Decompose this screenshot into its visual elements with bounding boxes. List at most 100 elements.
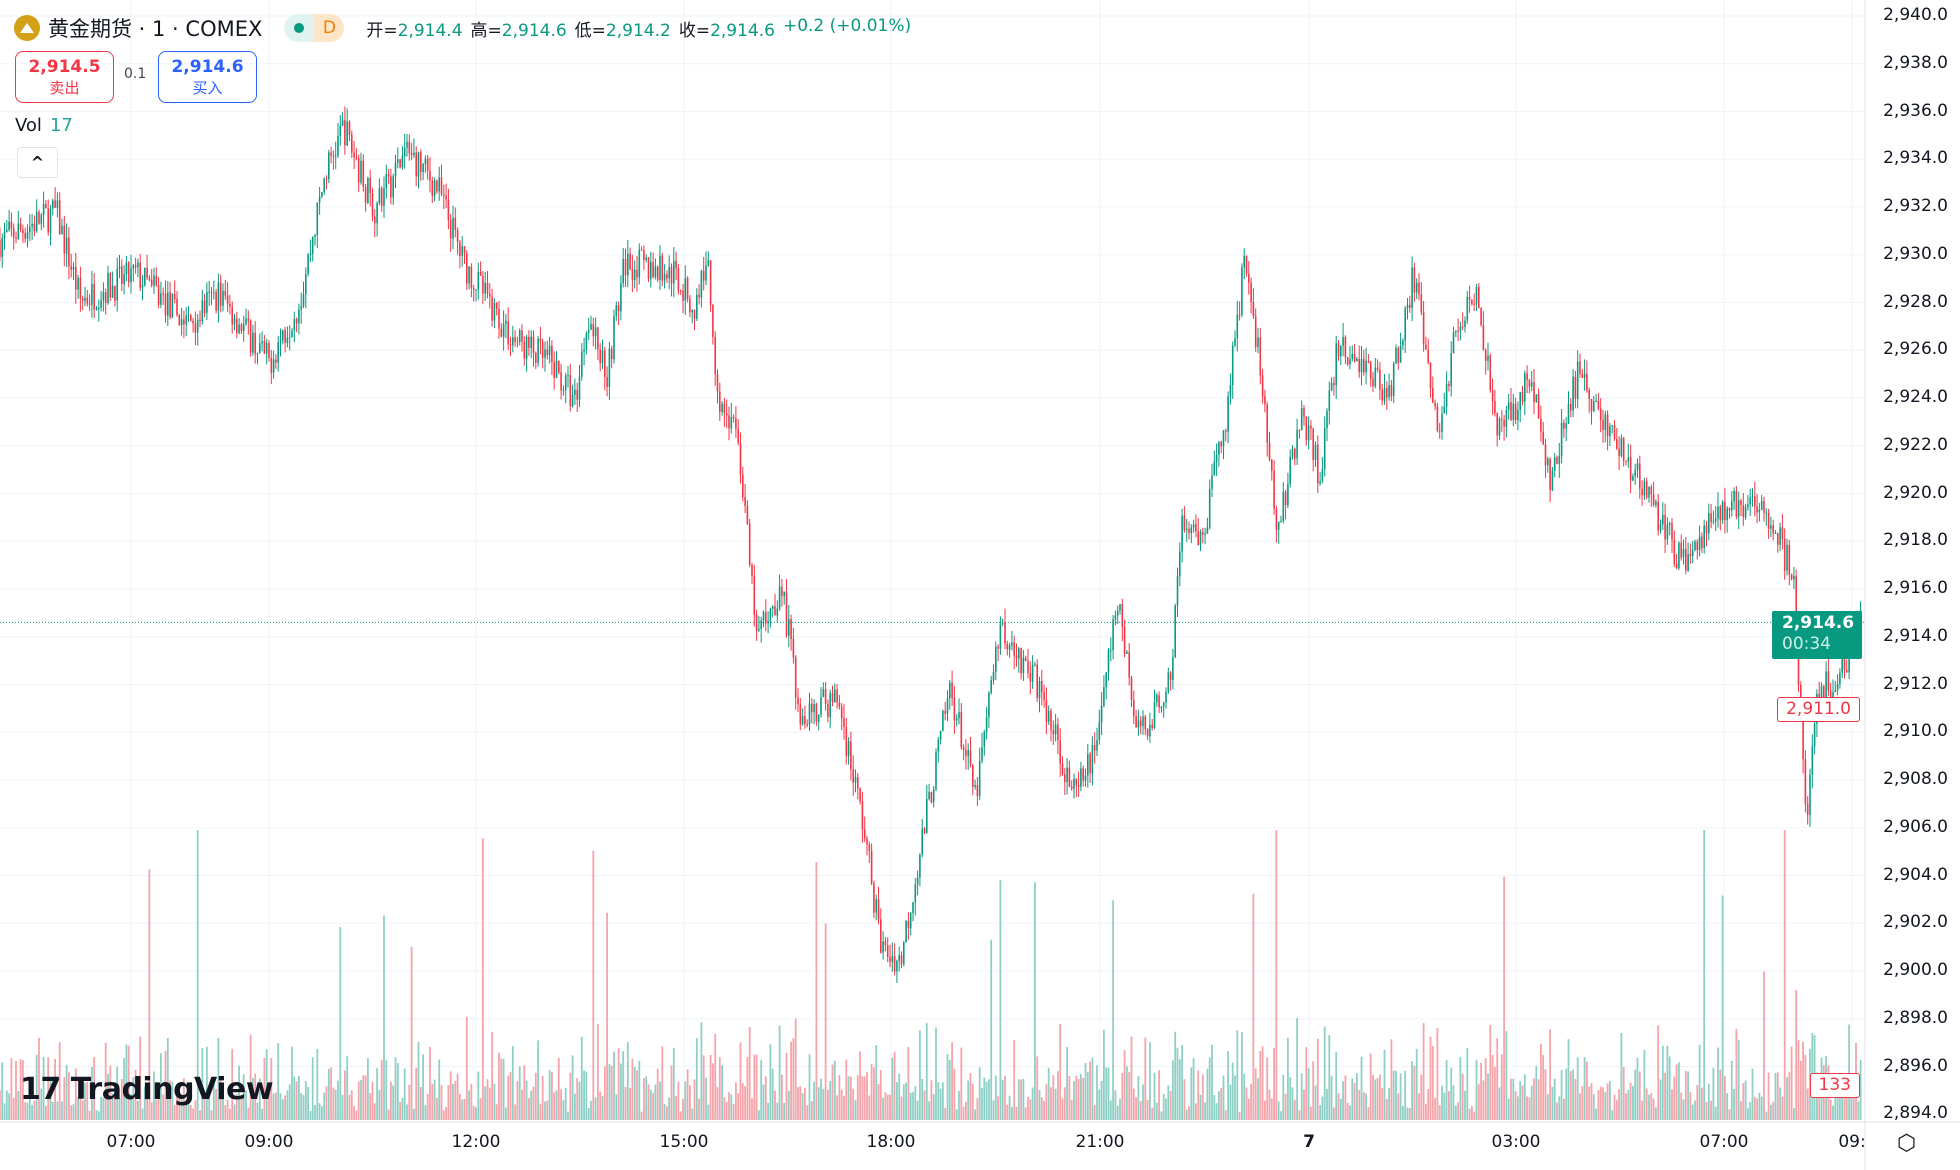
candle-body bbox=[1248, 273, 1250, 283]
candle-body bbox=[1123, 626, 1126, 654]
volume-bar bbox=[401, 1097, 404, 1120]
volume-bar bbox=[1052, 1075, 1055, 1120]
volume-bar bbox=[652, 1093, 654, 1120]
time-tick-label: 7 bbox=[1303, 1132, 1315, 1152]
volume-bar bbox=[808, 1054, 811, 1120]
candle-body bbox=[1703, 525, 1705, 549]
volume-bar bbox=[337, 1080, 339, 1120]
candle-body bbox=[219, 282, 222, 306]
candle-body bbox=[509, 344, 512, 346]
volume-bar bbox=[603, 1066, 606, 1120]
candle-body bbox=[470, 266, 473, 289]
volume-bar bbox=[930, 1080, 933, 1120]
volume-bar bbox=[1434, 1098, 1436, 1120]
market-open-dot-icon bbox=[284, 14, 315, 42]
candle-body bbox=[537, 338, 539, 363]
volume-bar bbox=[1514, 1091, 1517, 1120]
candle-body bbox=[45, 204, 47, 209]
volume-bar bbox=[415, 1068, 418, 1120]
volume-bar bbox=[1751, 1068, 1754, 1120]
price-tick-label: 2,932.0 bbox=[1883, 196, 1948, 216]
candle-body bbox=[1225, 430, 1227, 432]
volume-bar bbox=[792, 1038, 795, 1120]
candle-body bbox=[1779, 527, 1781, 545]
volume-bar bbox=[217, 1037, 220, 1120]
volume-bar bbox=[447, 1085, 450, 1120]
volume-bar bbox=[902, 1084, 905, 1120]
candle-body bbox=[1452, 332, 1455, 354]
candle-body bbox=[1793, 575, 1795, 580]
candle-body bbox=[410, 153, 413, 156]
volume-bar bbox=[1086, 1071, 1089, 1120]
volume-bar bbox=[557, 1058, 560, 1120]
candle-body bbox=[1323, 428, 1326, 469]
volume-bar bbox=[1008, 1095, 1011, 1120]
candle-body bbox=[35, 211, 38, 232]
candle-body bbox=[1, 238, 3, 258]
volume-bar bbox=[1680, 1092, 1683, 1120]
volume-bar bbox=[854, 1100, 857, 1120]
candle-body bbox=[884, 941, 887, 946]
volume-bar bbox=[942, 1082, 944, 1120]
volume-bar bbox=[905, 1082, 907, 1120]
candle-body bbox=[714, 337, 716, 375]
volume-bar bbox=[1305, 1047, 1308, 1120]
candle-body bbox=[240, 324, 243, 331]
candle-body bbox=[808, 703, 811, 725]
volume-bar bbox=[679, 1111, 682, 1120]
volume-bar bbox=[1544, 1069, 1547, 1120]
candle-body bbox=[636, 269, 638, 278]
candle-body bbox=[868, 844, 871, 851]
volume-bar bbox=[1498, 1087, 1501, 1120]
candle-body bbox=[63, 225, 66, 254]
candle-body bbox=[1374, 367, 1377, 387]
volume-bar bbox=[199, 1110, 201, 1120]
candle-body bbox=[544, 349, 546, 358]
volume-bar bbox=[638, 1060, 641, 1120]
candle-body bbox=[1666, 524, 1669, 540]
candle-body bbox=[1827, 671, 1830, 691]
candle-body bbox=[645, 257, 647, 260]
volume-bar bbox=[1618, 1089, 1620, 1120]
volume-bar bbox=[1098, 1089, 1101, 1120]
volume-bar bbox=[1243, 1073, 1246, 1120]
volume-bar bbox=[28, 1089, 31, 1120]
volume-bar bbox=[1160, 1111, 1163, 1120]
volume-bar bbox=[1082, 1077, 1085, 1120]
bar-countdown: 00:34 bbox=[1782, 634, 1831, 654]
volume-bar bbox=[1717, 1047, 1719, 1120]
volume-bar bbox=[594, 1097, 597, 1120]
volume-bar bbox=[1367, 1107, 1370, 1120]
buy-button[interactable]: 2,914.6 买入 bbox=[158, 51, 257, 103]
volume-bar bbox=[983, 1077, 986, 1120]
price-tick-label: 2,922.0 bbox=[1883, 434, 1948, 455]
volume-bar bbox=[985, 1081, 988, 1120]
collapse-legend-button[interactable]: ^ bbox=[17, 147, 58, 178]
candle-body bbox=[213, 292, 215, 294]
candle-body bbox=[0, 240, 1, 258]
candle-body bbox=[507, 321, 509, 345]
candle-body bbox=[1206, 527, 1209, 534]
volume-bar bbox=[235, 1093, 238, 1120]
volume-bar bbox=[491, 1031, 493, 1120]
volume-bar bbox=[1259, 1050, 1262, 1120]
tradingview-logo[interactable]: 17 TradingView bbox=[20, 1072, 274, 1107]
candle-body bbox=[1809, 774, 1811, 815]
candle-body bbox=[1174, 605, 1176, 658]
volume-bar bbox=[130, 1094, 132, 1120]
candle-body bbox=[192, 320, 194, 324]
candle-body bbox=[1567, 403, 1570, 424]
candle-body bbox=[1763, 500, 1765, 513]
volume-bar bbox=[1022, 1078, 1025, 1120]
candle-body bbox=[1834, 689, 1837, 693]
candle-body bbox=[1790, 574, 1793, 580]
candle-body bbox=[311, 236, 314, 254]
candle-body bbox=[1271, 459, 1273, 471]
symbol-title[interactable]: 黄金期货 · 1 · COMEX bbox=[48, 17, 263, 41]
axis-settings-icon[interactable]: ⬡ bbox=[1897, 1131, 1917, 1156]
sell-button[interactable]: 2,914.5 卖出 bbox=[15, 51, 114, 103]
price-tick-label: 2,894.0 bbox=[1883, 1103, 1948, 1124]
volume-bar bbox=[868, 1095, 871, 1120]
interval-badge[interactable]: D bbox=[284, 14, 345, 42]
